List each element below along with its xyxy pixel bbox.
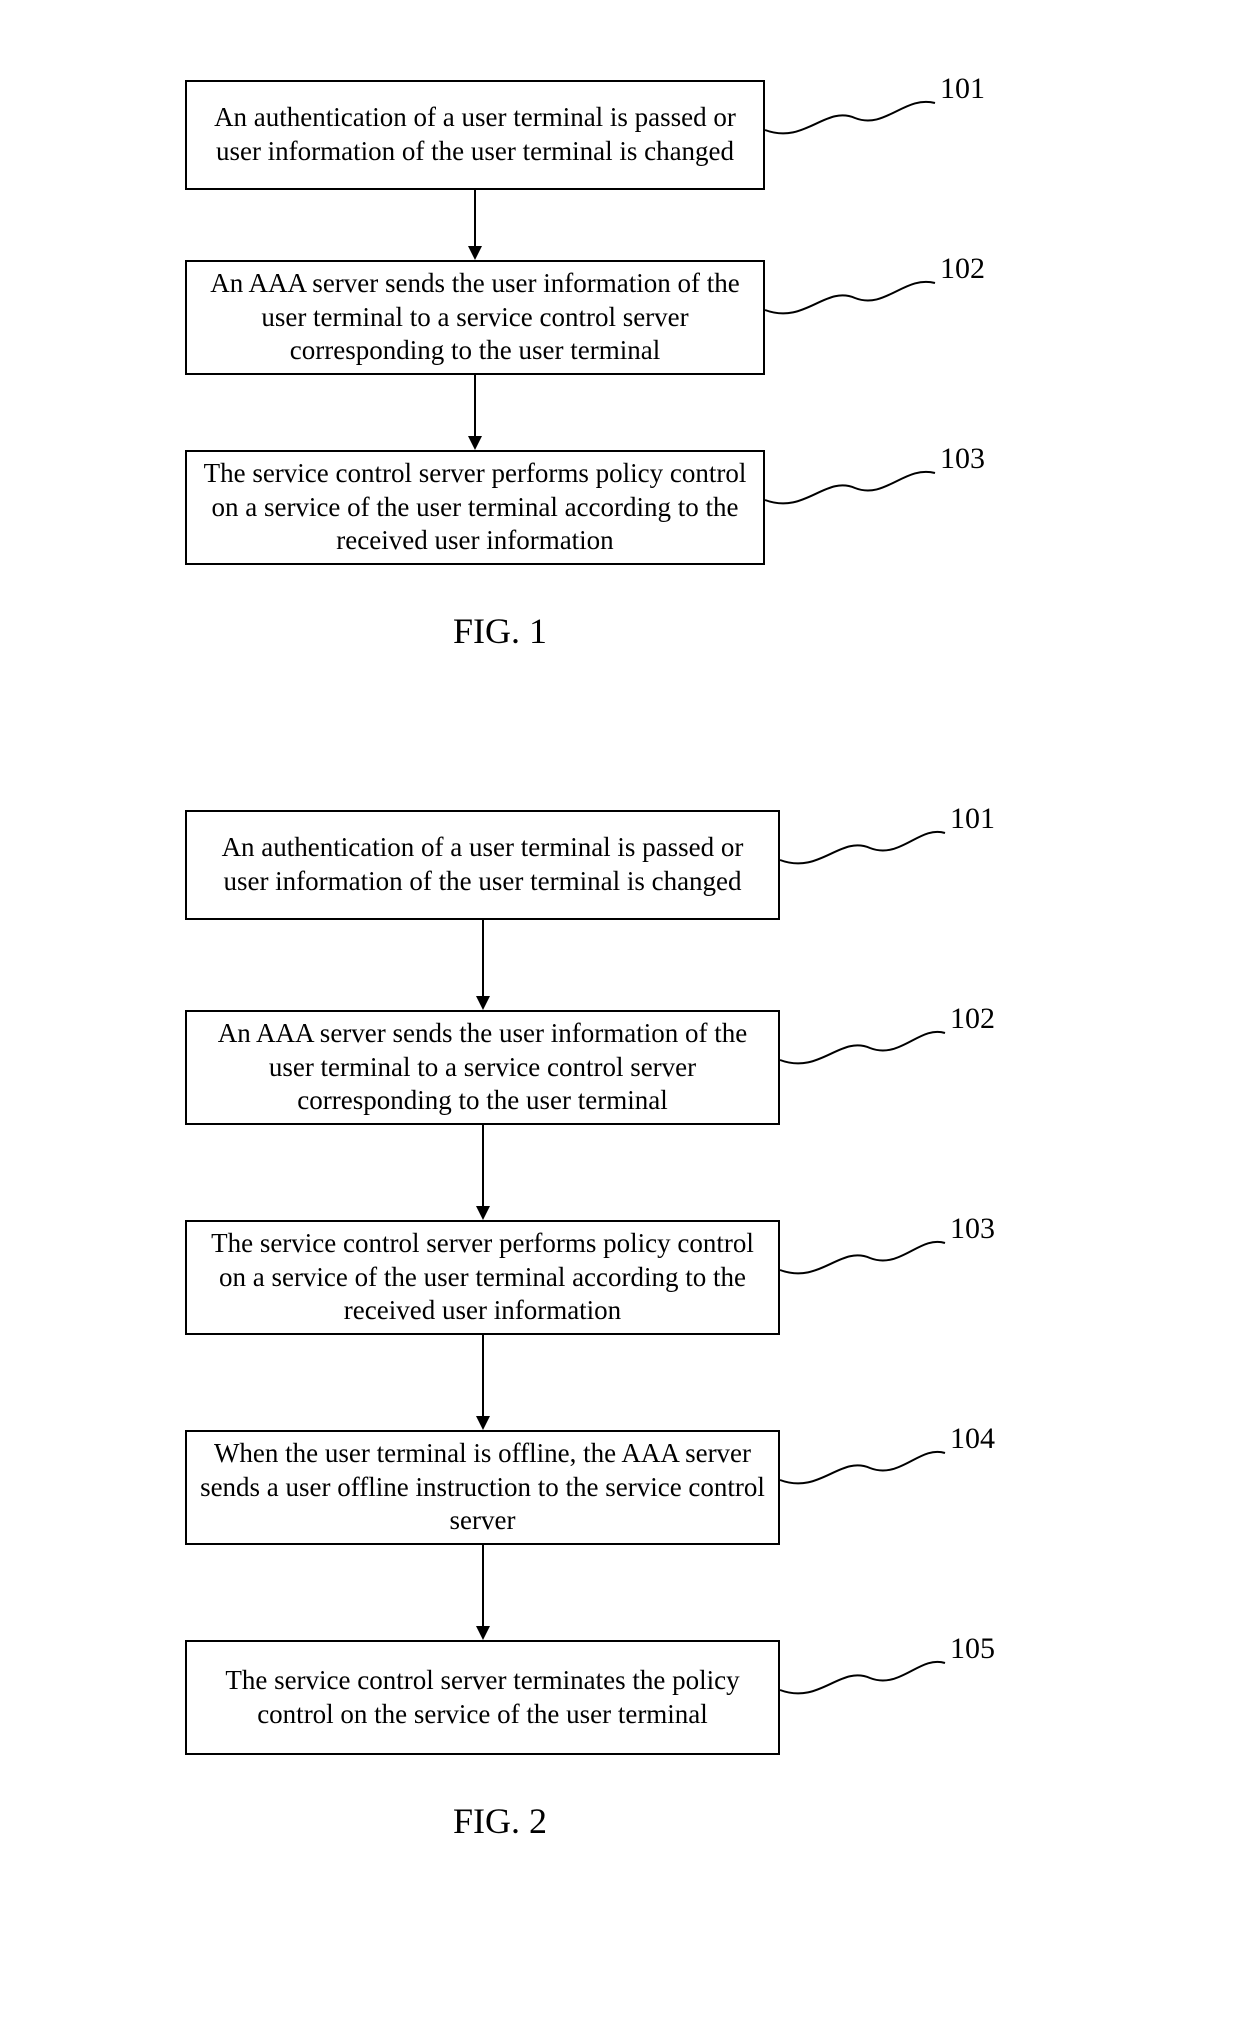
callout-line (765, 100, 940, 150)
arrow-connector (478, 1125, 488, 1220)
arrow-connector (470, 190, 480, 260)
reference-number: 101 (950, 802, 995, 836)
flow-box: An authentication of a user terminal is … (185, 80, 765, 190)
reference-number-text: 101 (950, 802, 995, 835)
flow-box: An authentication of a user terminal is … (185, 810, 780, 920)
flow-box-text: An authentication of a user terminal is … (197, 101, 753, 169)
flow-box: An AAA server sends the user information… (185, 1010, 780, 1125)
flow-box: The service control server terminates th… (185, 1640, 780, 1755)
reference-number: 105 (950, 1632, 995, 1666)
reference-number-text: 103 (950, 1212, 995, 1245)
callout-line (780, 1240, 950, 1290)
flow-box-text: When the user terminal is offline, the A… (197, 1437, 768, 1538)
reference-number: 104 (950, 1422, 995, 1456)
reference-number-text: 104 (950, 1422, 995, 1455)
figure-caption-text: FIG. 2 (453, 1801, 547, 1841)
callout-line (780, 1030, 950, 1080)
callout-line (780, 1660, 950, 1710)
callout-line (780, 830, 950, 880)
callout-line (765, 280, 940, 330)
reference-number: 102 (940, 252, 985, 286)
flow-box-text: The service control server performs poli… (197, 457, 753, 558)
reference-number: 103 (950, 1212, 995, 1246)
arrow-connector (478, 920, 488, 1010)
flow-box-text: The service control server terminates th… (197, 1664, 768, 1732)
reference-number-text: 103 (940, 442, 985, 475)
flow-box-text: An AAA server sends the user information… (197, 267, 753, 368)
figure-caption: FIG. 2 (0, 1800, 1000, 1842)
reference-number-text: 102 (950, 1002, 995, 1035)
figure-caption-text: FIG. 1 (453, 611, 547, 651)
flow-box: An AAA server sends the user information… (185, 260, 765, 375)
reference-number: 103 (940, 442, 985, 476)
flow-box: The service control server performs poli… (185, 450, 765, 565)
callout-line (780, 1450, 950, 1500)
arrow-connector (478, 1545, 488, 1640)
flow-box: When the user terminal is offline, the A… (185, 1430, 780, 1545)
flow-box-text: An AAA server sends the user information… (197, 1017, 768, 1118)
reference-number: 101 (940, 72, 985, 106)
flow-box-text: The service control server performs poli… (197, 1227, 768, 1328)
flow-box: The service control server performs poli… (185, 1220, 780, 1335)
arrow-connector (470, 375, 480, 450)
reference-number-text: 101 (940, 72, 985, 105)
callout-line (765, 470, 940, 520)
reference-number-text: 105 (950, 1632, 995, 1665)
arrow-connector (478, 1335, 488, 1430)
reference-number: 102 (950, 1002, 995, 1036)
flow-box-text: An authentication of a user terminal is … (197, 831, 768, 899)
reference-number-text: 102 (940, 252, 985, 285)
figure-caption: FIG. 1 (0, 610, 1000, 652)
